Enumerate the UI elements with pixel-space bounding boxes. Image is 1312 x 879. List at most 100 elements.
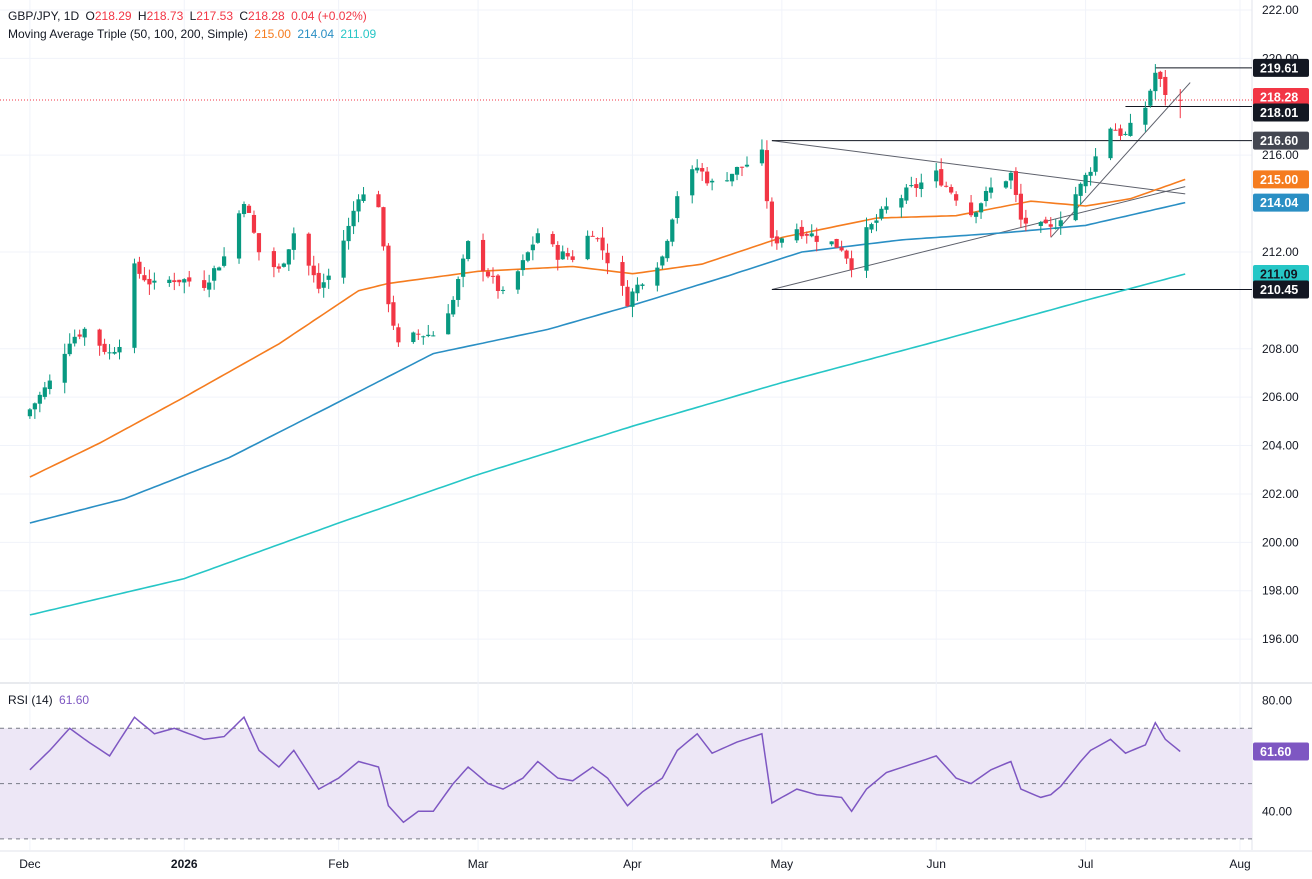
ma-line-ma50 bbox=[29, 178, 1186, 478]
ma-legend: Moving Average Triple (50, 100, 200, Sim… bbox=[8, 27, 379, 41]
high-value: 218.73 bbox=[146, 9, 184, 23]
candle-body bbox=[152, 280, 157, 283]
candle-body bbox=[829, 241, 834, 245]
open-value: 218.29 bbox=[94, 9, 132, 23]
candle-body bbox=[914, 184, 919, 189]
candle-body bbox=[47, 380, 52, 390]
price-tick-label: 196.00 bbox=[1262, 632, 1299, 646]
candle-body bbox=[311, 265, 316, 276]
price-tick-label: 208.00 bbox=[1262, 342, 1299, 356]
candle-body bbox=[595, 238, 600, 240]
candle-body bbox=[117, 346, 122, 353]
candle-body bbox=[251, 214, 257, 233]
price-tick-label: 216.00 bbox=[1262, 148, 1299, 162]
candle-body bbox=[779, 238, 784, 243]
candle-body bbox=[361, 194, 366, 201]
candle-body bbox=[72, 336, 77, 344]
candle-body bbox=[187, 277, 192, 282]
candle-body bbox=[600, 237, 605, 251]
candle-body bbox=[167, 279, 172, 283]
tag-ma50: 215.00 bbox=[1260, 173, 1298, 187]
price-tick-label: 206.00 bbox=[1262, 390, 1299, 404]
candle-body bbox=[381, 207, 386, 247]
price-tick-label: 200.00 bbox=[1262, 535, 1299, 549]
candle-body bbox=[525, 252, 530, 261]
candle-body bbox=[710, 180, 715, 183]
candle-body bbox=[500, 289, 506, 291]
tag-219-61: 219.61 bbox=[1260, 61, 1298, 75]
candle-body bbox=[351, 210, 356, 227]
candle-body bbox=[1013, 171, 1019, 195]
candle-body bbox=[396, 327, 401, 343]
candle-body bbox=[705, 171, 710, 184]
candle-body bbox=[909, 185, 914, 187]
candle-body bbox=[1108, 128, 1113, 159]
candle-body bbox=[341, 240, 346, 278]
rsi-legend: RSI (14) 61.60 bbox=[8, 693, 92, 707]
candle-body bbox=[1148, 90, 1153, 106]
candle-body bbox=[620, 262, 625, 286]
price-tick-label: 212.00 bbox=[1262, 245, 1299, 259]
candle-body bbox=[515, 271, 521, 290]
tag-ma200: 211.09 bbox=[1260, 267, 1298, 281]
candle-body bbox=[1023, 217, 1028, 224]
ma-title: Moving Average Triple (50, 100, 200, Sim… bbox=[8, 27, 248, 41]
candle-body bbox=[973, 212, 979, 217]
candle-body bbox=[1078, 183, 1083, 196]
candle-body bbox=[346, 225, 351, 242]
candle-body bbox=[326, 275, 331, 280]
candle-body bbox=[660, 256, 665, 266]
candle-body bbox=[675, 196, 680, 219]
candle-body bbox=[77, 334, 82, 337]
candle-body bbox=[1043, 219, 1048, 224]
candle-body bbox=[1073, 194, 1078, 221]
time-tick-label: Mar bbox=[468, 857, 489, 871]
candles bbox=[27, 64, 1183, 419]
high-label: H bbox=[137, 9, 147, 23]
candle-body bbox=[814, 235, 819, 242]
candle-body bbox=[560, 251, 565, 260]
candle-body bbox=[480, 239, 486, 271]
candle-body bbox=[839, 247, 844, 251]
candle-body bbox=[456, 279, 461, 300]
candle-body bbox=[864, 227, 869, 271]
trendline-steep bbox=[1050, 82, 1191, 238]
candle-body bbox=[744, 164, 750, 167]
candle-body bbox=[695, 167, 700, 171]
rsi-tick-label: 80.00 bbox=[1262, 694, 1292, 708]
candle-body bbox=[904, 187, 909, 201]
candle-body bbox=[1083, 174, 1088, 187]
low-value: 217.53 bbox=[196, 9, 233, 23]
candle-body bbox=[1163, 76, 1168, 95]
time-tick-label: 2026 bbox=[171, 857, 198, 871]
candle-body bbox=[655, 267, 660, 286]
candle-body bbox=[739, 166, 745, 168]
trendline-lower bbox=[771, 186, 1186, 290]
rsi-title: RSI (14) bbox=[8, 693, 53, 707]
candle-body bbox=[221, 256, 227, 266]
candle-body bbox=[1053, 227, 1058, 229]
candle-body bbox=[774, 236, 779, 244]
candle-body bbox=[804, 234, 809, 236]
candle-body bbox=[446, 313, 451, 335]
symbol-legend: GBP/JPY, 1D O218.29 H218.73 L217.53 C218… bbox=[8, 9, 370, 23]
time-tick-label: Jun bbox=[927, 857, 946, 871]
close-label: C bbox=[239, 9, 249, 23]
candle-body bbox=[82, 328, 87, 338]
ma100-value: 214.04 bbox=[297, 27, 335, 41]
tag-last-price-bg bbox=[1253, 88, 1309, 107]
low-label: L bbox=[189, 9, 197, 23]
candle-body bbox=[356, 199, 361, 212]
ma-line-ma200 bbox=[29, 273, 1186, 616]
candle-body bbox=[246, 205, 252, 213]
candle-body bbox=[306, 233, 311, 266]
tag-last-price: 218.28 bbox=[1260, 91, 1298, 105]
candle-body bbox=[590, 235, 595, 237]
candle-body bbox=[874, 220, 879, 223]
tag-219-61-bg bbox=[1253, 58, 1309, 77]
price-tick-label: 202.00 bbox=[1262, 487, 1299, 501]
rsi-path bbox=[29, 715, 1181, 824]
candle-body bbox=[426, 334, 431, 337]
candle-body bbox=[451, 299, 456, 315]
